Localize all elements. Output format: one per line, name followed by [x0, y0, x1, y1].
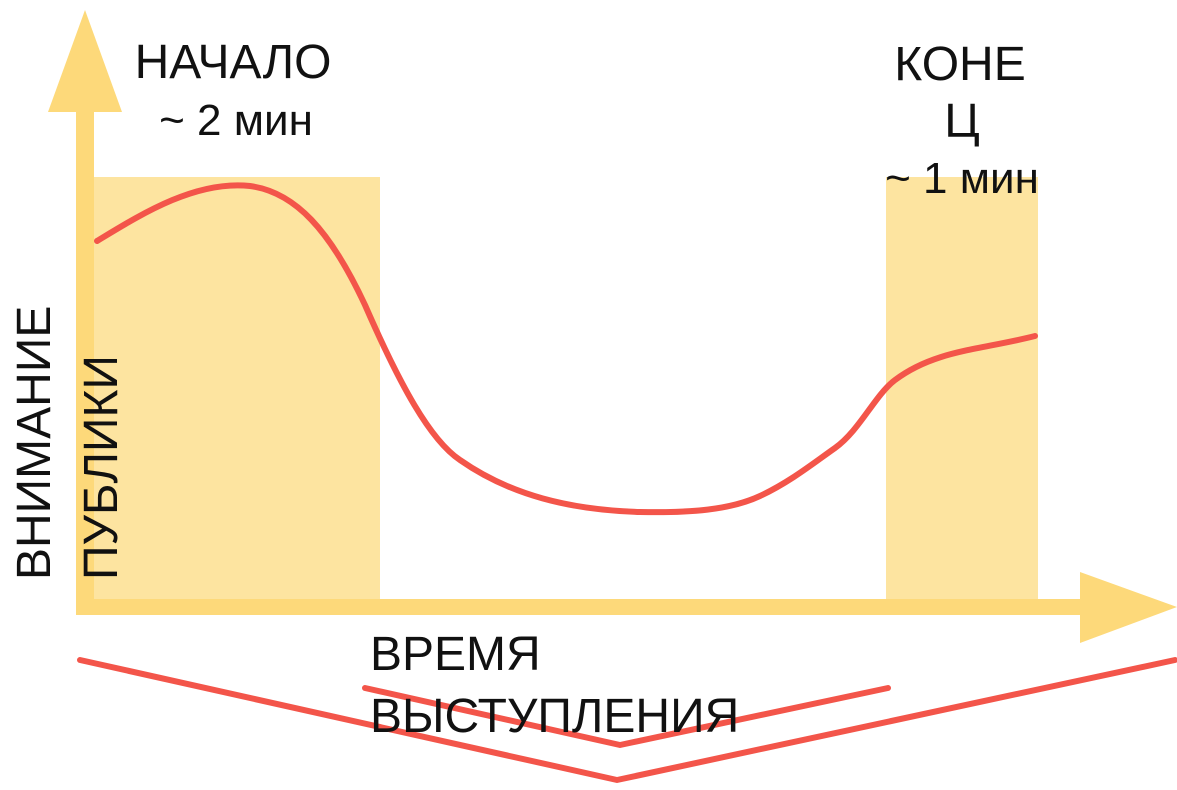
y-axis-arrow-icon [48, 10, 122, 112]
end-title-line1: КОНЕ [894, 38, 1025, 91]
x-axis-label-line1: ВРЕМЯ [370, 628, 541, 681]
x-axis-arrow-icon [1080, 572, 1177, 643]
x-axis-line [76, 599, 1091, 615]
start-title: НАЧАЛО [135, 36, 332, 89]
end-title-line2: Ц [944, 95, 980, 148]
bottom-bracket-inner [362, 685, 891, 748]
y-axis-label-line1: ВНИМАНИЕ [8, 306, 61, 580]
end-zone [886, 177, 1038, 605]
y-axis-label-line2: ПУБЛИКИ [75, 355, 128, 580]
x-axis-label-line2: ВЫСТУПЛЕНИЯ [370, 690, 739, 743]
attention-curve [94, 182, 1038, 516]
start-duration: ~ 2 мин [159, 96, 313, 145]
y-axis-line [76, 100, 94, 615]
end-duration: ~ 1 мин [885, 154, 1039, 203]
start-zone [80, 177, 380, 605]
bottom-bracket-outer [77, 657, 1177, 783]
